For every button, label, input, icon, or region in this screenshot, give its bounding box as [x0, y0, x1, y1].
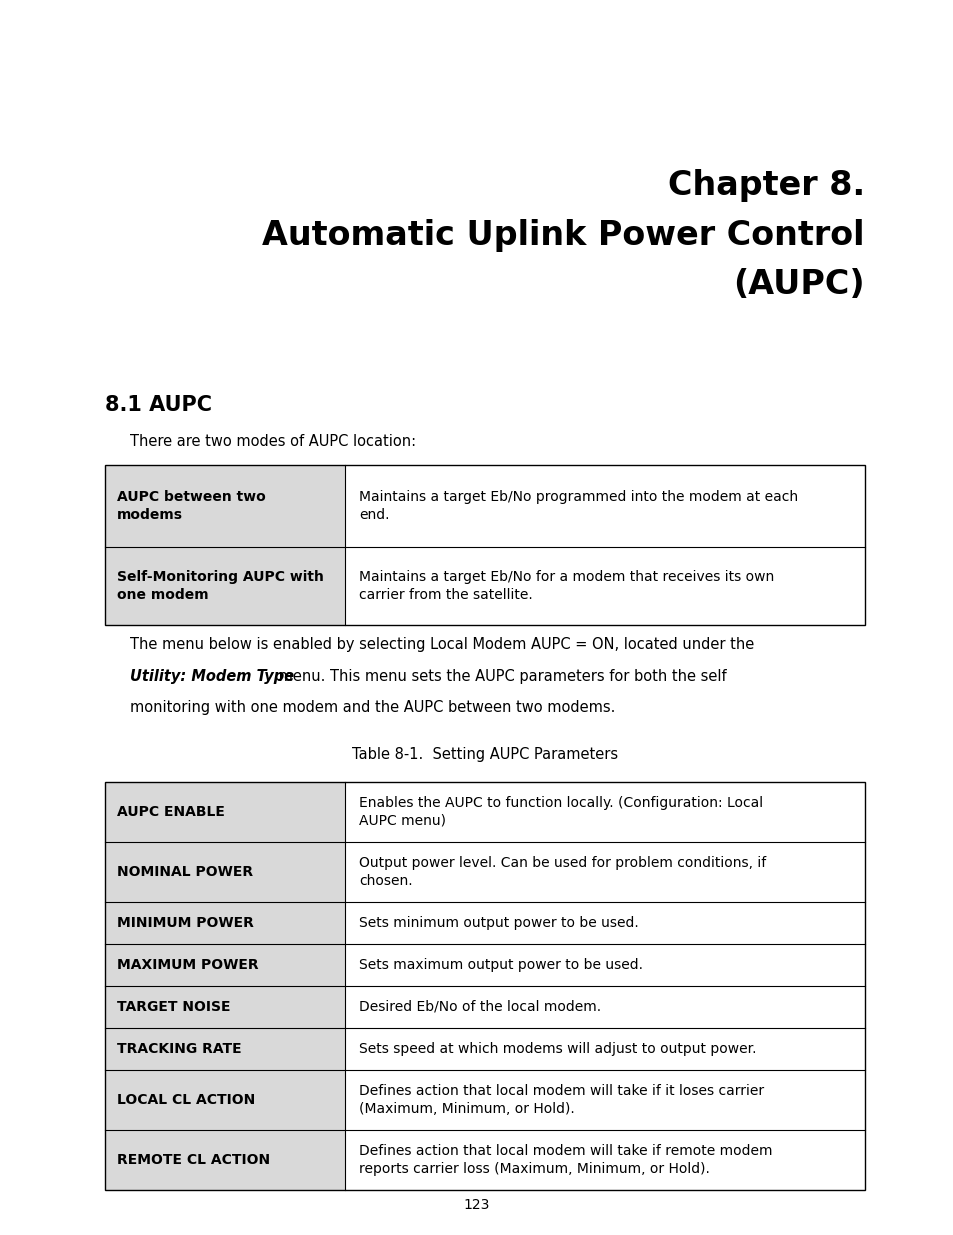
Text: The menu below is enabled by selecting Local Modem AUPC = ON, located under the: The menu below is enabled by selecting L…	[130, 637, 754, 652]
Text: 123: 123	[463, 1198, 490, 1212]
Text: Maintains a target Eb/No for a modem that receives its own
carrier from the sate: Maintains a target Eb/No for a modem tha…	[358, 571, 774, 601]
Text: 8.1 AUPC: 8.1 AUPC	[105, 395, 212, 415]
Text: There are two modes of AUPC location:: There are two modes of AUPC location:	[130, 435, 416, 450]
Text: Automatic Uplink Power Control: Automatic Uplink Power Control	[262, 219, 864, 252]
Text: TRACKING RATE: TRACKING RATE	[117, 1042, 241, 1056]
Text: Sets minimum output power to be used.: Sets minimum output power to be used.	[358, 916, 639, 930]
Text: TARGET NOISE: TARGET NOISE	[117, 1000, 231, 1014]
Text: (AUPC): (AUPC)	[733, 268, 864, 301]
Text: MAXIMUM POWER: MAXIMUM POWER	[117, 958, 258, 972]
Bar	[345, 902, 864, 944]
Bar	[105, 1130, 345, 1191]
Bar	[105, 842, 345, 902]
Bar	[105, 902, 345, 944]
Bar	[345, 782, 864, 842]
Text: MINIMUM POWER: MINIMUM POWER	[117, 916, 253, 930]
Text: Output power level. Can be used for problem conditions, if
chosen.: Output power level. Can be used for prob…	[358, 856, 765, 888]
Bar	[345, 1028, 864, 1070]
Text: REMOTE CL ACTION: REMOTE CL ACTION	[117, 1153, 270, 1167]
Text: Table 8-1.  Setting AUPC Parameters: Table 8-1. Setting AUPC Parameters	[352, 747, 618, 762]
Bar	[345, 466, 864, 547]
Bar	[105, 1070, 345, 1130]
Text: Sets maximum output power to be used.: Sets maximum output power to be used.	[358, 958, 642, 972]
Bar	[105, 782, 345, 842]
Text: LOCAL CL ACTION: LOCAL CL ACTION	[117, 1093, 255, 1107]
Text: Sets speed at which modems will adjust to output power.: Sets speed at which modems will adjust t…	[358, 1042, 756, 1056]
Bar	[105, 782, 864, 1191]
Bar	[345, 1130, 864, 1191]
Text: AUPC ENABLE: AUPC ENABLE	[117, 805, 225, 819]
Text: monitoring with one modem and the AUPC between two modems.: monitoring with one modem and the AUPC b…	[130, 699, 615, 715]
Text: AUPC between two
modems: AUPC between two modems	[117, 490, 266, 522]
Bar	[345, 842, 864, 902]
Bar	[345, 986, 864, 1028]
Text: Defines action that local modem will take if remote modem
reports carrier loss (: Defines action that local modem will tak…	[358, 1144, 772, 1176]
Text: Enables the AUPC to function locally. (Configuration: Local
AUPC menu): Enables the AUPC to function locally. (C…	[358, 797, 762, 827]
Bar	[345, 1070, 864, 1130]
Text: Maintains a target Eb/No programmed into the modem at each
end.: Maintains a target Eb/No programmed into…	[358, 490, 798, 522]
Text: NOMINAL POWER: NOMINAL POWER	[117, 864, 253, 879]
Text: Defines action that local modem will take if it loses carrier
(Maximum, Minimum,: Defines action that local modem will tak…	[358, 1084, 763, 1116]
Bar	[105, 466, 345, 547]
Bar	[105, 547, 345, 625]
Bar	[105, 1028, 345, 1070]
Bar	[105, 986, 345, 1028]
Text: Self-Monitoring AUPC with
one modem: Self-Monitoring AUPC with one modem	[117, 571, 323, 601]
Bar	[105, 466, 864, 625]
Bar	[105, 944, 345, 986]
Text: Desired Eb/No of the local modem.: Desired Eb/No of the local modem.	[358, 1000, 600, 1014]
Bar	[345, 944, 864, 986]
Text: Chapter 8.: Chapter 8.	[667, 168, 864, 201]
Text: Utility: Modem Type: Utility: Modem Type	[130, 669, 294, 684]
Bar	[345, 547, 864, 625]
Text: menu. This menu sets the AUPC parameters for both the self: menu. This menu sets the AUPC parameters…	[274, 669, 726, 684]
